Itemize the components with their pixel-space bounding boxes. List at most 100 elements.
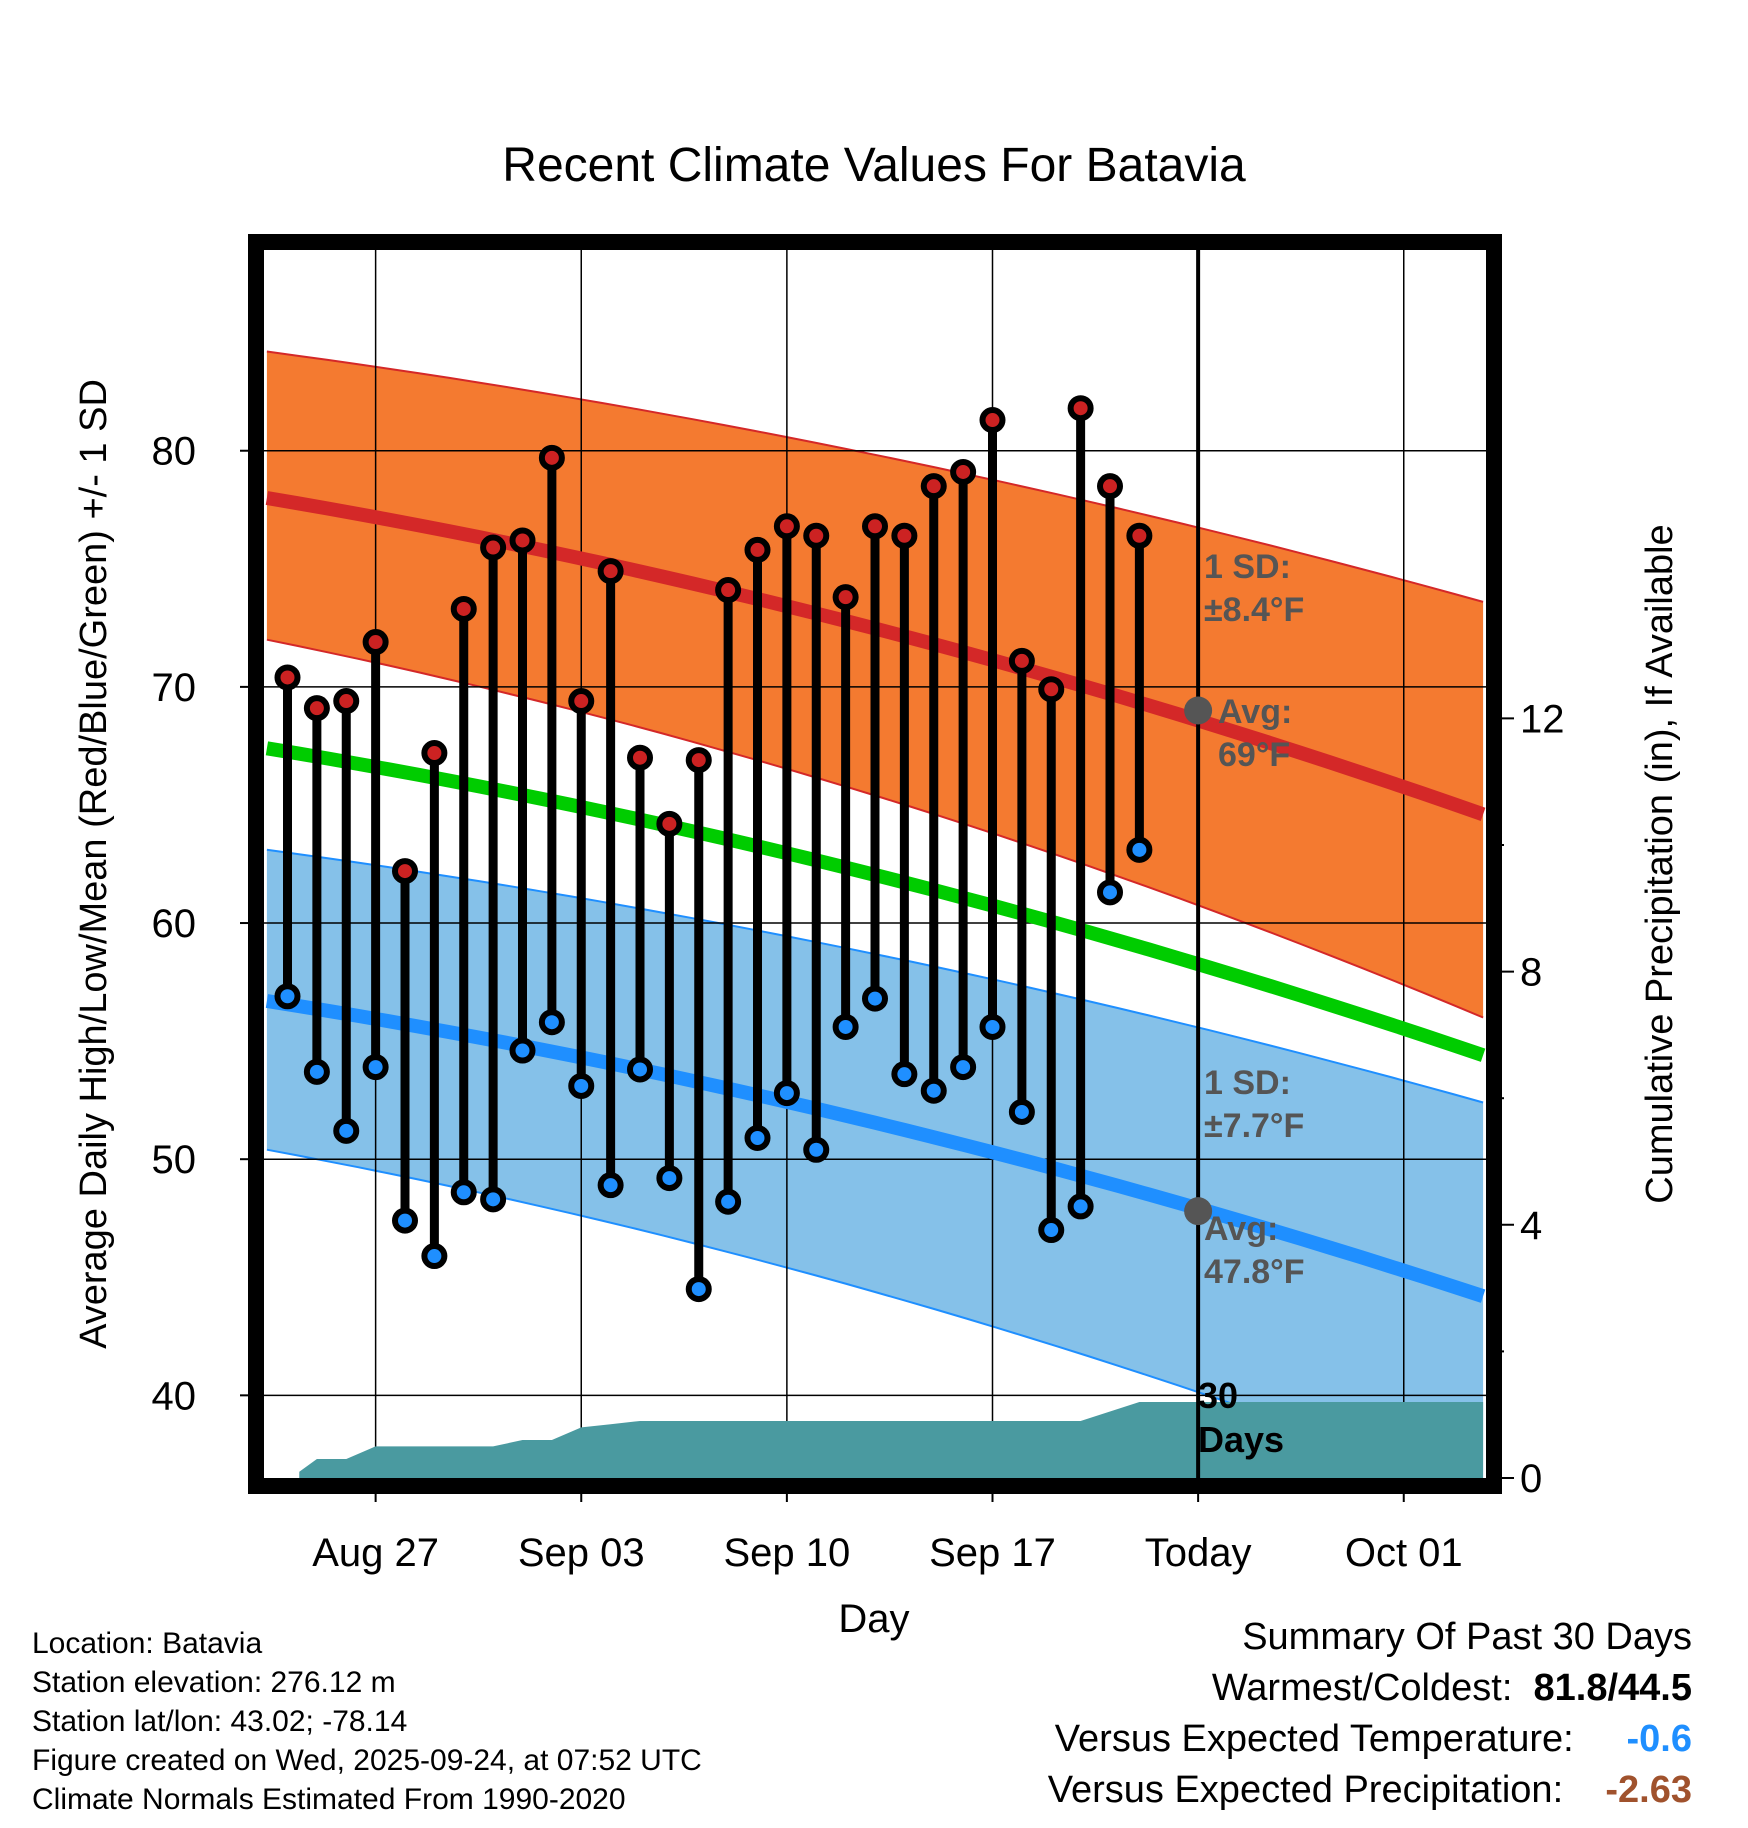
location-text: Location: Batavia bbox=[32, 1627, 263, 1660]
daily-high-point bbox=[1008, 647, 1035, 674]
daily-low-point bbox=[891, 1061, 918, 1088]
daily-low-point bbox=[685, 1276, 712, 1303]
daily-low-point bbox=[1038, 1217, 1065, 1244]
y2-tick-label: 0 bbox=[1520, 1457, 1542, 1501]
today-high-avg-point bbox=[1184, 696, 1213, 725]
daily-low-point bbox=[803, 1136, 830, 1163]
summary-panel: Summary Of Past 30 Days Warmest/Coldest:… bbox=[1048, 1612, 1692, 1816]
daily-high-point bbox=[891, 522, 918, 549]
daily-low-point bbox=[362, 1054, 389, 1081]
precip-anomaly-value: -2.63 bbox=[1605, 1769, 1692, 1811]
daily-high-point bbox=[509, 527, 536, 554]
high-avg-value: 69°F bbox=[1218, 736, 1290, 774]
daily-high-point bbox=[303, 695, 330, 722]
daily-low-point bbox=[773, 1080, 800, 1107]
daily-high-point bbox=[1038, 676, 1065, 703]
x-tick-label: Oct 01 bbox=[1345, 1531, 1463, 1575]
low-sd-value: ±7.7°F bbox=[1204, 1107, 1304, 1145]
warmest-coldest-label: Warmest/Coldest: bbox=[1211, 1667, 1513, 1709]
daily-high-point bbox=[627, 744, 653, 771]
y2-tick-label: 8 bbox=[1520, 951, 1542, 995]
daily-high-point bbox=[715, 577, 742, 604]
daily-low-point bbox=[920, 1077, 947, 1104]
daily-low-point bbox=[1008, 1098, 1035, 1125]
daily-low-point bbox=[597, 1172, 624, 1199]
low-sd-label: 1 SD: bbox=[1204, 1064, 1291, 1102]
y2-tick-label: 12 bbox=[1520, 697, 1565, 741]
normals-text: Climate Normals Estimated From 1990-2020 bbox=[32, 1783, 626, 1816]
daily-high-point bbox=[597, 558, 624, 585]
normal-low-line bbox=[265, 994, 1486, 1303]
daily-low-point bbox=[450, 1179, 477, 1206]
daily-low-point bbox=[303, 1058, 330, 1085]
daily-low-point bbox=[568, 1072, 595, 1099]
daily-high-point bbox=[333, 688, 360, 715]
y-tick-label: 40 bbox=[152, 1374, 197, 1418]
warmest-coldest-row: Warmest/Coldest: 81.8/44.5 bbox=[1048, 1663, 1692, 1714]
daily-low-point bbox=[1097, 879, 1123, 906]
created-text: Figure created on Wed, 2025-09-24, at 07… bbox=[32, 1744, 702, 1777]
daily-high-point bbox=[862, 513, 888, 540]
high-avg-label: Avg: bbox=[1218, 693, 1292, 731]
daily-low-point bbox=[627, 1056, 653, 1083]
window-unit-label: Days bbox=[1198, 1419, 1284, 1460]
daily-high-point bbox=[950, 458, 977, 485]
elevation-text: Station elevation: 276.12 m bbox=[32, 1666, 396, 1699]
x-tick-label: Today bbox=[1145, 1531, 1252, 1575]
daily-high-point bbox=[480, 534, 507, 561]
daily-low-point bbox=[1159, 0, 1179, 10]
daily-high-point bbox=[656, 810, 683, 837]
daily-low-point bbox=[656, 1165, 683, 1192]
daily-high-point bbox=[773, 513, 800, 540]
daily-low-point bbox=[421, 1243, 448, 1270]
daily-high-point bbox=[392, 858, 418, 885]
daily-high-point bbox=[1067, 395, 1094, 422]
daily-high-point bbox=[568, 688, 595, 715]
chart-title: Recent Climate Values For Batavia bbox=[502, 139, 1246, 192]
daily-high-point bbox=[538, 444, 565, 471]
daily-high-point bbox=[1159, 0, 1179, 10]
daily-low-point bbox=[480, 1186, 507, 1213]
daily-low-point bbox=[538, 1009, 565, 1036]
daily-low-point bbox=[392, 1207, 418, 1234]
daily-low-point bbox=[832, 1013, 859, 1040]
y-tick-label: 60 bbox=[152, 902, 197, 946]
x-tick-label: Sep 10 bbox=[723, 1531, 850, 1575]
daily-high-point bbox=[832, 584, 859, 611]
daily-high-point bbox=[421, 740, 448, 767]
temp-anomaly-value: -0.6 bbox=[1626, 1718, 1692, 1760]
x-axis-label: Day bbox=[838, 1597, 909, 1641]
low-sd-band bbox=[266, 849, 1484, 1478]
window-count-label: 30 bbox=[1198, 1375, 1238, 1416]
x-tick-label: Sep 17 bbox=[929, 1531, 1056, 1575]
daily-high-point bbox=[979, 407, 1006, 434]
temp-anomaly-label: Versus Expected Temperature: bbox=[1054, 1718, 1574, 1760]
high-sd-label: 1 SD: bbox=[1204, 548, 1291, 586]
y-tick-label: 50 bbox=[152, 1138, 197, 1182]
y2-tick-label: 4 bbox=[1520, 1204, 1542, 1248]
daily-low-point bbox=[950, 1054, 977, 1081]
station-info: Location: Batavia Station elevation: 276… bbox=[32, 1624, 702, 1819]
daily-high-point bbox=[1126, 522, 1153, 549]
daily-high-point bbox=[1097, 473, 1123, 500]
daily-low-point bbox=[715, 1188, 742, 1215]
summary-title: Summary Of Past 30 Days bbox=[1242, 1616, 1692, 1658]
x-tick-label: Sep 03 bbox=[518, 1531, 645, 1575]
precip-anomaly-row: Versus Expected Precipitation: -2.63 bbox=[1048, 1765, 1692, 1816]
precip-area bbox=[299, 1402, 1484, 1478]
daily-high-point bbox=[274, 664, 301, 691]
daily-high-point bbox=[450, 595, 477, 622]
temp-anomaly-row: Versus Expected Temperature: -0.6 bbox=[1048, 1714, 1692, 1765]
daily-low-point bbox=[509, 1037, 536, 1064]
daily-high-point bbox=[920, 473, 947, 500]
daily-low-point bbox=[274, 983, 301, 1010]
x-tick-label: Aug 27 bbox=[312, 1531, 439, 1575]
latlon-text: Station lat/lon: 43.02; -78.14 bbox=[32, 1705, 408, 1738]
daily-low-point bbox=[744, 1124, 771, 1151]
daily-high-point bbox=[362, 629, 389, 656]
high-sd-band-upper-edge bbox=[266, 350, 1484, 603]
high-sd-value: ±8.4°F bbox=[1204, 591, 1304, 629]
y-tick-label: 80 bbox=[152, 430, 197, 474]
precip-anomaly-label: Versus Expected Precipitation: bbox=[1047, 1769, 1564, 1811]
daily-low-point bbox=[862, 985, 888, 1012]
